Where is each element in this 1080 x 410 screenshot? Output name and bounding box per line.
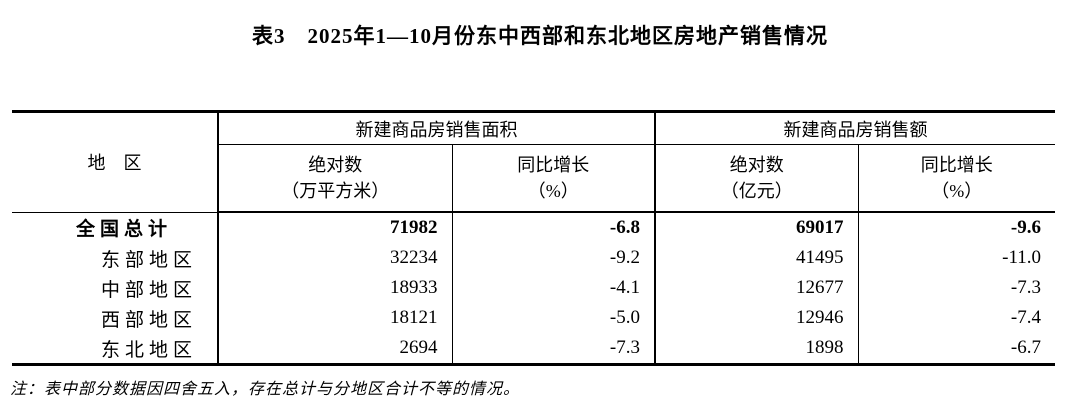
region-label: 东部地区 [101,249,198,271]
table-body: 全国总计 71982 -6.8 69017 -9.6 东部地区 32234 -9… [12,212,1055,365]
column-header-line1: 同比增长 [517,155,590,175]
table-row-central-region: 中部地区 18933 -4.1 12677 -7.3 [12,273,1055,303]
column-header-area-absolute: 绝对数 （万平方米） [217,144,452,213]
column-header-region: 地 区 [12,111,218,213]
column-header-line2: （亿元） [720,181,793,201]
column-header-amount-absolute: 绝对数 （亿元） [654,144,858,213]
column-header-amount-growth: 同比增长 （%） [857,144,1055,213]
area-growth-value: -5.0 [451,303,655,333]
column-header-line1: 绝对数 [729,155,784,175]
area-growth-value: -6.8 [451,212,655,243]
amount-growth-value: -7.3 [857,273,1055,303]
amount-growth-value: -11.0 [857,243,1055,273]
column-header-line1: 同比增长 [920,155,993,175]
region-label: 全国总计 [76,219,173,241]
column-header-line2: （%） [931,181,983,201]
amount-absolute-value: 41495 [654,243,858,273]
column-header-line1: 绝对数 [308,155,363,175]
column-header-area-growth: 同比增长 （%） [451,144,655,213]
table-row-national-total: 全国总计 71982 -6.8 69017 -9.6 [12,212,1055,243]
area-absolute-value: 32234 [217,243,452,273]
area-absolute-value: 2694 [217,333,452,365]
amount-absolute-value: 69017 [654,212,858,243]
group-header-sales-area: 新建商品房销售面积 [217,111,655,145]
group-header-sales-amount: 新建商品房销售额 [654,111,1055,145]
amount-growth-value: -7.4 [857,303,1055,333]
amount-absolute-value: 12946 [654,303,858,333]
table-row-northeastern-region: 东北地区 2694 -7.3 1898 -6.7 [12,333,1055,365]
amount-growth-value: -6.7 [857,333,1055,365]
area-absolute-value: 71982 [217,212,452,243]
area-absolute-value: 18121 [217,303,452,333]
amount-growth-value: -9.6 [857,212,1055,243]
region-label: 中部地区 [101,279,198,301]
table-row-eastern-region: 东部地区 32234 -9.2 41495 -11.0 [12,243,1055,273]
region-label: 东北地区 [101,339,198,361]
amount-absolute-value: 12677 [654,273,858,303]
area-absolute-value: 18933 [217,273,452,303]
table-row-western-region: 西部地区 18121 -5.0 12946 -7.4 [12,303,1055,333]
area-growth-value: -7.3 [451,333,655,365]
column-header-line2: （%） [527,181,579,201]
regional-sales-table: 地 区 新建商品房销售面积 新建商品房销售额 绝对数 （万平方米） 同比增长 （… [12,110,1055,366]
region-label: 西部地区 [101,309,198,331]
amount-absolute-value: 1898 [654,333,858,365]
table-header: 地 区 新建商品房销售面积 新建商品房销售额 绝对数 （万平方米） 同比增长 （… [12,111,1055,213]
footnote: 注：表中部分数据因四舍五入，存在总计与分地区合计不等的情况。 [10,381,521,398]
page-title: 表3 2025年1—10月份东中西部和东北地区房地产销售情况 [252,24,828,48]
area-growth-value: -4.1 [451,273,655,303]
area-growth-value: -9.2 [451,243,655,273]
column-header-line2: （万平方米） [281,181,390,201]
